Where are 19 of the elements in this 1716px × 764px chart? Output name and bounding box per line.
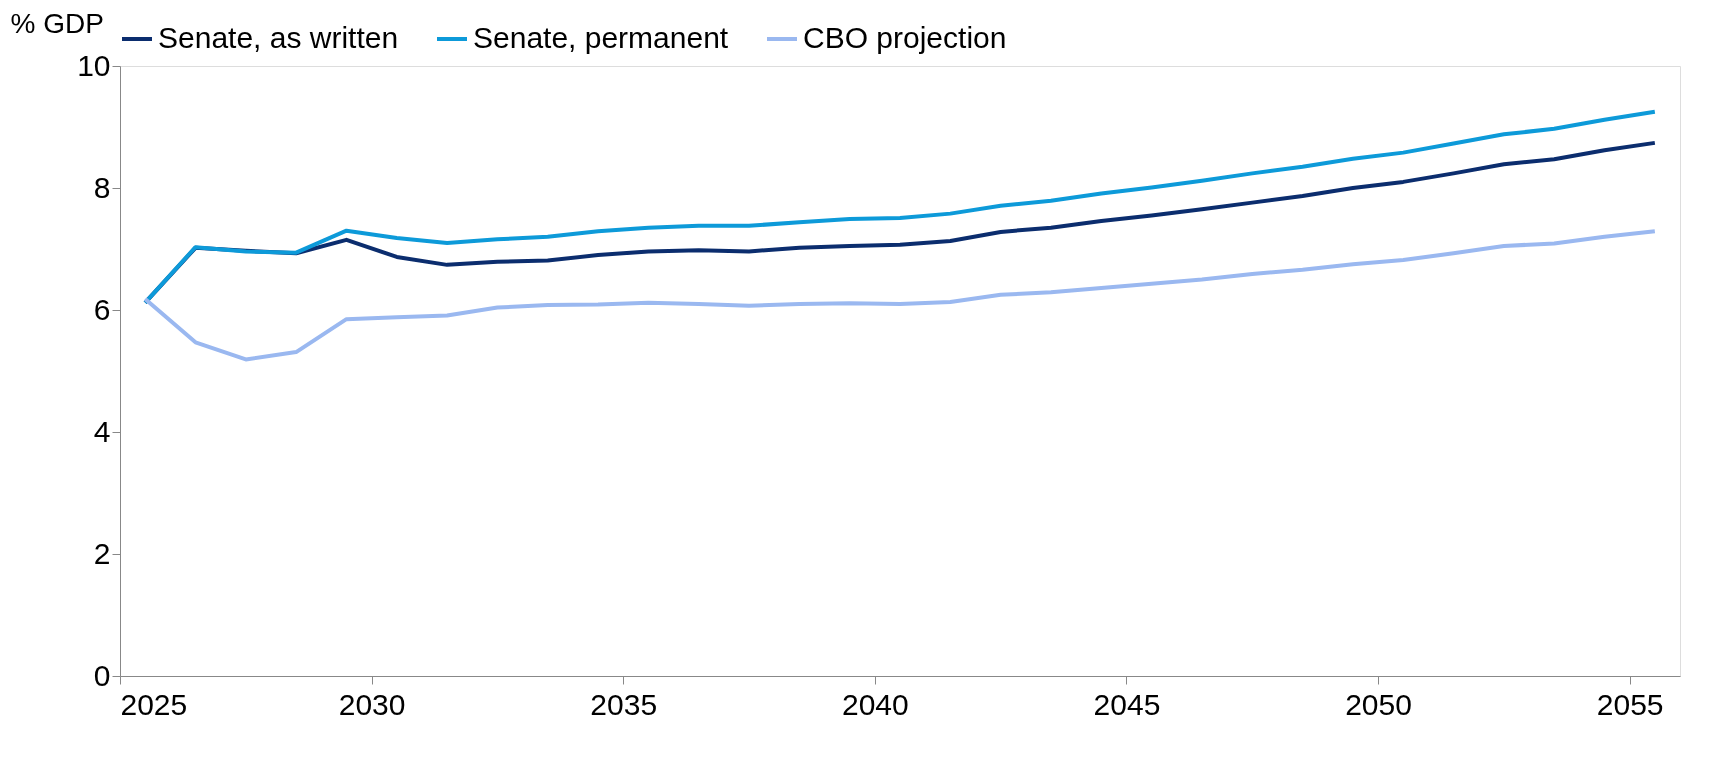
y-tick-label: 0 (93, 658, 111, 692)
x-tick-label: 2055 (1596, 687, 1664, 721)
y-tick-label: 6 (93, 292, 111, 326)
x-tick-label: 2040 (841, 687, 909, 721)
y-tick-label: 10 (77, 48, 111, 82)
y-tick-label: 2 (93, 536, 111, 570)
line-series (143, 109, 1657, 305)
x-tick-label: 2025 (120, 687, 188, 721)
x-tick-label: 2035 (590, 687, 658, 721)
y-tick-label: 4 (93, 414, 111, 448)
x-tick-label: 2045 (1093, 687, 1161, 721)
legend-label: CBO projection (803, 21, 1007, 54)
line-series (143, 229, 1657, 362)
y-axis-title: % GDP (10, 7, 104, 39)
legend-label: Senate, permanent (473, 21, 729, 54)
x-tick-label: 2050 (1345, 687, 1412, 721)
y-tick-label: 8 (93, 170, 111, 204)
x-tick-label: 2030 (338, 687, 406, 721)
legend-label: Senate, as written (158, 21, 399, 54)
